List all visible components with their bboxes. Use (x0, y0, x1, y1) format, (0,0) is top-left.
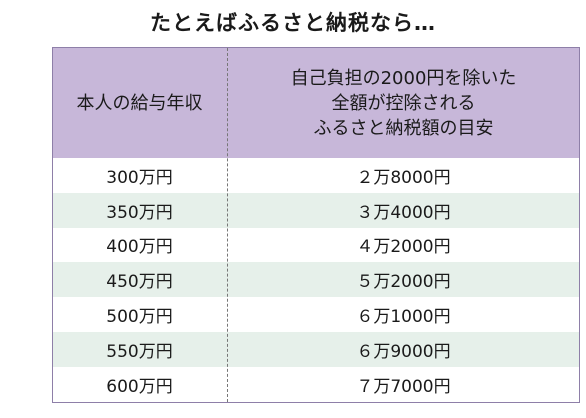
income-cell: 500万円 (106, 307, 173, 328)
table-header: 本人の給与年収 自己負担の2000円を除いた 全額が控除される ふるさと納税額の… (53, 48, 579, 158)
header-tax-line-3: ふるさと納税額の目安 (313, 117, 494, 139)
income-cell: 600万円 (106, 376, 173, 397)
table-row: 450万円 ５万2000円 (53, 262, 579, 298)
header-tax-line-2: 全額が控除される (331, 92, 476, 114)
column-divider (227, 48, 228, 402)
income-cell: 350万円 (106, 202, 173, 223)
table-row: 300万円 ２万8000円 (53, 158, 579, 193)
table-row: 550万円 ６万9000円 (53, 332, 579, 367)
income-cell: 450万円 (106, 272, 173, 293)
table-row: 350万円 ３万4000円 (53, 192, 579, 228)
page-title: たとえばふるさと納税なら… (150, 11, 436, 35)
amount-cell: ５万2000円 (356, 272, 451, 293)
amount-cell: ７万7000円 (356, 376, 451, 397)
header-tax-amount: 自己負担の2000円を除いた 全額が控除される ふるさと納税額の目安 (228, 48, 579, 158)
header-income: 本人の給与年収 (76, 92, 203, 114)
amount-cell: ６万9000円 (356, 341, 451, 362)
table-body: 300万円 ２万8000円 350万円 ３万4000円 400万円 ４万2000… (53, 158, 579, 402)
income-cell: 300万円 (106, 167, 173, 188)
table-row: 500万円 ６万1000円 (53, 297, 579, 332)
table-row: 400万円 ４万2000円 (53, 228, 579, 263)
table-row: 600万円 ７万7000円 (53, 367, 579, 402)
amount-cell: ３万4000円 (356, 202, 451, 223)
header-tax-line-1: 自己負担の2000円を除いた (290, 67, 517, 89)
furusato-tax-table: 本人の給与年収 自己負担の2000円を除いた 全額が控除される ふるさと納税額の… (52, 47, 580, 403)
amount-cell: ２万8000円 (356, 167, 451, 188)
amount-cell: ４万2000円 (356, 237, 451, 258)
amount-cell: ６万1000円 (356, 307, 451, 328)
income-cell: 550万円 (106, 341, 173, 362)
income-cell: 400万円 (106, 237, 173, 258)
